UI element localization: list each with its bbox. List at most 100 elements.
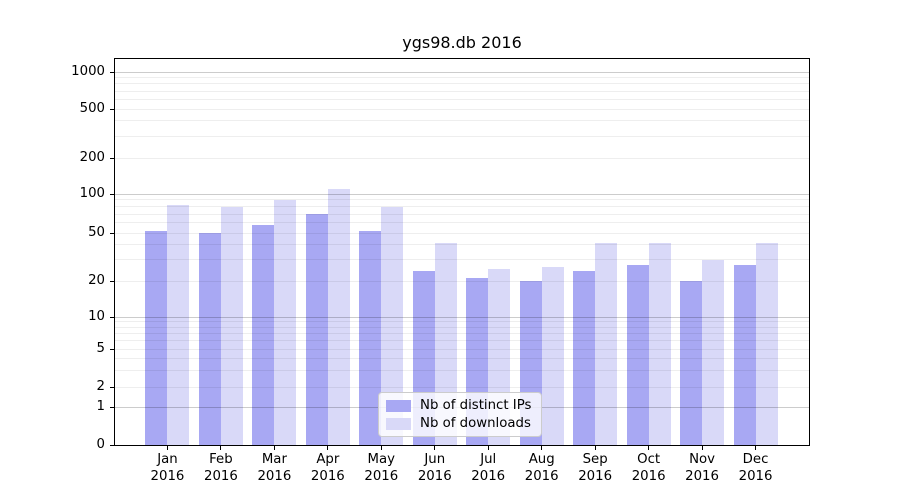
- x-tick-label: Nov 2016: [685, 452, 719, 484]
- y-tick-mark: [110, 108, 114, 110]
- y-tick-label: 100: [79, 186, 105, 201]
- bar-nb-of-distinct-ips: [305, 214, 328, 445]
- legend: Nb of distinct IPs Nb of downloads: [378, 392, 543, 437]
- bar-nb-of-distinct-ips: [252, 224, 275, 445]
- x-tick-label: Oct 2016: [631, 452, 666, 484]
- gridline-minor: [115, 244, 809, 246]
- gridline-major: [115, 71, 809, 73]
- x-tick-label: Dec 2016: [738, 452, 773, 484]
- x-tick-mark: [380, 446, 382, 450]
- gridline-minor: [115, 369, 809, 371]
- y-tick-label: 1: [96, 399, 105, 414]
- gridline-major: [115, 193, 809, 195]
- y-tick-label: 5: [96, 341, 105, 356]
- bar-nb-of-downloads: [595, 243, 618, 445]
- x-tick-label: Apr 2016: [310, 452, 345, 484]
- bar-nb-of-downloads: [327, 189, 350, 445]
- x-tick-mark: [273, 446, 275, 450]
- x-tick-label: Sep 2016: [578, 452, 613, 484]
- bar-nb-of-distinct-ips: [573, 271, 596, 445]
- bar-nb-of-distinct-ips: [359, 230, 382, 445]
- gridline-minor: [115, 222, 809, 224]
- x-tick-mark: [327, 446, 329, 450]
- bar-nb-of-downloads: [274, 199, 297, 445]
- gridline-major: [115, 316, 809, 318]
- bar-nb-of-distinct-ips: [680, 281, 703, 445]
- x-tick-label: Jun 2016: [417, 452, 452, 484]
- chart-title: ygs98.db 2016: [402, 33, 522, 52]
- x-tick-mark: [166, 446, 168, 450]
- x-tick-label: Aug 2016: [524, 452, 559, 484]
- bar-nb-of-distinct-ips: [145, 230, 168, 445]
- bar-nb-of-distinct-ips: [626, 265, 649, 445]
- gridline-minor: [115, 321, 809, 323]
- gridline-minor: [115, 213, 809, 215]
- x-tick-mark: [755, 446, 757, 450]
- y-tick-mark: [110, 280, 114, 282]
- x-tick-label: Jan 2016: [150, 452, 185, 484]
- bar-nb-of-downloads: [541, 267, 564, 445]
- y-tick-label: 20: [88, 273, 105, 288]
- y-tick-label: 50: [88, 225, 105, 240]
- y-tick-label: 200: [79, 150, 105, 165]
- legend-swatch-distinct-ips: [386, 399, 411, 412]
- x-tick-mark: [594, 446, 596, 450]
- bar-nb-of-distinct-ips: [198, 233, 221, 445]
- gridline-minor: [115, 206, 809, 208]
- legend-label-distinct-ips: Nb of distinct IPs: [420, 398, 532, 413]
- y-tick-label: 2: [96, 379, 105, 394]
- bar-nb-of-downloads: [702, 259, 725, 445]
- gridline-minor: [115, 83, 809, 85]
- x-tick-mark: [648, 446, 650, 450]
- bar-nb-of-downloads: [648, 243, 671, 445]
- y-tick-label: 10: [88, 309, 105, 324]
- x-tick-mark: [701, 446, 703, 450]
- x-tick-mark: [434, 446, 436, 450]
- gridline-minor: [115, 332, 809, 334]
- x-tick-mark: [220, 446, 222, 450]
- y-tick-mark: [110, 348, 114, 350]
- gridline-minor: [115, 232, 809, 234]
- y-tick-mark: [110, 406, 114, 408]
- y-tick-label: 0: [96, 437, 105, 452]
- y-tick-mark: [110, 444, 114, 446]
- gridline-minor: [115, 280, 809, 282]
- bar-nb-of-downloads: [220, 207, 243, 445]
- y-tick-mark: [110, 157, 114, 159]
- gridline-minor: [115, 340, 809, 342]
- x-tick-mark: [487, 446, 489, 450]
- gridline-minor: [115, 98, 809, 100]
- x-tick-mark: [541, 446, 543, 450]
- legend-row-distinct-ips: Nb of distinct IPs: [386, 398, 531, 413]
- legend-row-downloads: Nb of downloads: [386, 416, 531, 431]
- x-tick-label: May 2016: [364, 452, 399, 484]
- y-tick-mark: [110, 232, 114, 234]
- gridline-minor: [115, 326, 809, 328]
- gridline-minor: [115, 108, 809, 110]
- gridline-minor: [115, 348, 809, 350]
- gridline-minor: [115, 135, 809, 137]
- bar-nb-of-downloads: [381, 207, 404, 445]
- bar-nb-of-downloads: [167, 205, 190, 445]
- gridline-minor: [115, 259, 809, 261]
- legend-swatch-downloads: [386, 417, 411, 430]
- gridline-minor: [115, 357, 809, 359]
- legend-label-downloads: Nb of downloads: [420, 416, 531, 431]
- gridline-minor: [115, 120, 809, 122]
- y-tick-label: 1000: [71, 64, 105, 79]
- y-tick-mark: [110, 316, 114, 318]
- bar-nb-of-distinct-ips: [733, 265, 756, 445]
- bar-nb-of-downloads: [755, 243, 778, 445]
- gridline-minor: [115, 199, 809, 201]
- x-tick-label: Mar 2016: [257, 452, 292, 484]
- gridline-minor: [115, 90, 809, 92]
- y-tick-mark: [110, 193, 114, 195]
- gridline-minor: [115, 157, 809, 159]
- y-tick-label: 500: [79, 101, 105, 116]
- gridline-minor: [115, 386, 809, 388]
- x-tick-label: Jul 2016: [471, 452, 506, 484]
- y-tick-mark: [110, 386, 114, 388]
- gridline-minor: [115, 77, 809, 79]
- y-tick-mark: [110, 71, 114, 73]
